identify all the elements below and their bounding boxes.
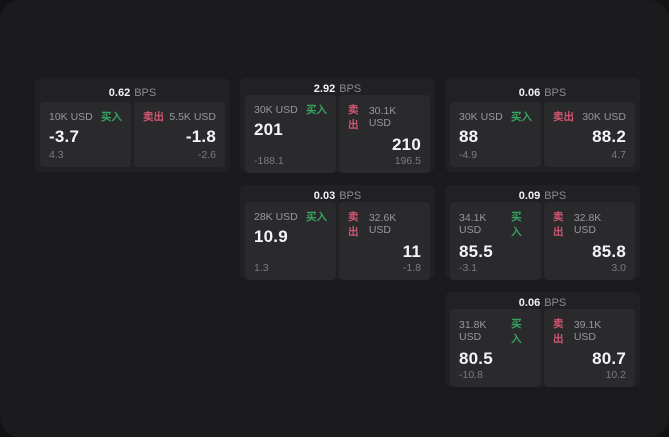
spread-header: 0.03 BPS <box>245 190 430 202</box>
quote-grid: 0.62 BPS 10K USD 买入 -3.7 4.3 卖出 5.5K USD <box>35 78 640 387</box>
buy-change: 1.3 <box>254 262 269 274</box>
sell-panel[interactable]: 卖出 39.1K USD 80.7 10.2 <box>544 309 635 387</box>
buy-price: 10.9 <box>254 227 288 246</box>
bid-ask-panels: 30K USD 买入 201 -188.1 卖出 30.1K USD 210 1… <box>245 95 430 173</box>
buy-price: 201 <box>254 120 283 139</box>
sell-volume: 39.1K USD <box>573 319 602 343</box>
sell-change: 4.7 <box>611 149 626 161</box>
buy-change: -10.8 <box>459 369 483 381</box>
quote-card: 0.06 BPS 30K USD 买入 88 -4.9 卖出 30K USD <box>445 78 640 172</box>
sell-panel[interactable]: 卖出 30.1K USD 210 196.5 <box>339 95 430 173</box>
sell-price: 210 <box>392 135 421 154</box>
sell-side-label: 卖出 <box>553 211 564 238</box>
buy-price: 85.5 <box>459 242 493 261</box>
spread-unit: BPS <box>544 86 567 99</box>
buy-panel[interactable]: 30K USD 买入 201 -188.1 <box>245 95 336 173</box>
sell-volume: 5.5K USD <box>169 110 216 123</box>
sell-price: 80.7 <box>592 349 626 368</box>
sell-panel[interactable]: 卖出 32.8K USD 85.8 3.0 <box>544 202 635 280</box>
spread-value: 0.62 <box>108 86 131 99</box>
spread-unit: BPS <box>339 190 362 202</box>
spread-unit: BPS <box>134 86 157 99</box>
buy-volume: 31.8K USD <box>459 319 487 343</box>
bid-ask-panels: 30K USD 买入 88 -4.9 卖出 30K USD 88.2 4.7 <box>450 102 635 167</box>
spread-value: 2.92 <box>313 83 336 95</box>
spread-value: 0.06 <box>518 86 541 99</box>
bid-ask-panels: 34.1K USD 买入 85.5 -3.1 卖出 32.8K USD 85.8… <box>450 202 635 280</box>
sell-price: 88.2 <box>592 127 626 146</box>
quote-card: 2.92 BPS 30K USD 买入 201 -188.1 卖出 30.1K … <box>240 78 435 173</box>
sell-change: 3.0 <box>611 262 626 274</box>
buy-price: 80.5 <box>459 349 493 368</box>
sell-side-label: 卖出 <box>348 104 359 131</box>
buy-volume: 10K USD <box>49 110 93 123</box>
quote-card: 0.03 BPS 28K USD 买入 10.9 1.3 卖出 32.6K US… <box>240 185 435 280</box>
buy-volume: 30K USD <box>254 103 298 116</box>
buy-side-label: 买入 <box>101 111 122 123</box>
quote-card: 0.62 BPS 10K USD 买入 -3.7 4.3 卖出 5.5K USD <box>35 78 230 172</box>
spread-value: 0.06 <box>518 297 541 309</box>
buy-panel[interactable]: 30K USD 买入 88 -4.9 <box>450 102 541 167</box>
buy-change: 4.3 <box>49 149 64 161</box>
buy-side-label: 买入 <box>511 211 522 238</box>
bid-ask-panels: 10K USD 买入 -3.7 4.3 卖出 5.5K USD -1.8 -2.… <box>40 102 225 167</box>
buy-side-label: 买入 <box>511 318 522 345</box>
spread-header: 0.06 BPS <box>450 83 635 102</box>
buy-price: 88 <box>459 127 479 146</box>
sell-volume: 30.1K USD <box>368 105 397 129</box>
sell-panel[interactable]: 卖出 30K USD 88.2 4.7 <box>544 102 635 167</box>
sell-price: 11 <box>402 242 421 261</box>
sell-change: 196.5 <box>394 155 421 167</box>
sell-side-label: 卖出 <box>348 211 359 238</box>
buy-side-label: 买入 <box>511 111 532 123</box>
spread-header: 0.09 BPS <box>450 190 635 202</box>
sell-volume: 30K USD <box>582 110 626 123</box>
spread-header: 2.92 BPS <box>245 83 430 95</box>
sell-change: -2.6 <box>197 149 216 161</box>
spread-unit: BPS <box>544 190 567 202</box>
buy-change: -4.9 <box>459 149 478 161</box>
bid-ask-panels: 31.8K USD 买入 80.5 -10.8 卖出 39.1K USD 80.… <box>450 309 635 387</box>
sell-volume: 32.6K USD <box>368 212 397 236</box>
buy-panel[interactable]: 31.8K USD 买入 80.5 -10.8 <box>450 309 541 387</box>
quote-card: 0.09 BPS 34.1K USD 买入 85.5 -3.1 卖出 32.8K… <box>445 185 640 280</box>
sell-side-label: 卖出 <box>143 111 164 123</box>
spread-header: 0.06 BPS <box>450 297 635 309</box>
spread-header: 0.62 BPS <box>40 83 225 102</box>
sell-price: -1.8 <box>185 127 216 146</box>
buy-change: -188.1 <box>254 155 284 167</box>
sell-panel[interactable]: 卖出 5.5K USD -1.8 -2.6 <box>134 102 225 167</box>
buy-price: -3.7 <box>49 127 80 146</box>
sell-change: 10.2 <box>605 369 626 381</box>
sell-side-label: 卖出 <box>553 111 574 123</box>
buy-volume: 28K USD <box>254 210 298 223</box>
spread-unit: BPS <box>544 297 567 309</box>
spread-value: 0.09 <box>518 190 541 202</box>
buy-volume: 34.1K USD <box>459 212 487 236</box>
buy-volume: 30K USD <box>459 110 503 123</box>
spread-value: 0.03 <box>313 190 336 202</box>
buy-panel[interactable]: 28K USD 买入 10.9 1.3 <box>245 202 336 280</box>
quote-card: 0.06 BPS 31.8K USD 买入 80.5 -10.8 卖出 39.1… <box>445 292 640 387</box>
sell-side-label: 卖出 <box>553 318 564 345</box>
sell-price: 85.8 <box>592 242 626 261</box>
buy-side-label: 买入 <box>306 104 327 116</box>
bid-ask-panels: 28K USD 买入 10.9 1.3 卖出 32.6K USD 11 -1.8 <box>245 202 430 280</box>
buy-side-label: 买入 <box>306 211 327 223</box>
buy-panel[interactable]: 34.1K USD 买入 85.5 -3.1 <box>450 202 541 280</box>
sell-panel[interactable]: 卖出 32.6K USD 11 -1.8 <box>339 202 430 280</box>
sell-volume: 32.8K USD <box>573 212 602 236</box>
buy-change: -3.1 <box>459 262 478 274</box>
buy-panel[interactable]: 10K USD 买入 -3.7 4.3 <box>40 102 131 167</box>
sell-change: -1.8 <box>402 262 421 274</box>
spread-unit: BPS <box>339 83 362 95</box>
